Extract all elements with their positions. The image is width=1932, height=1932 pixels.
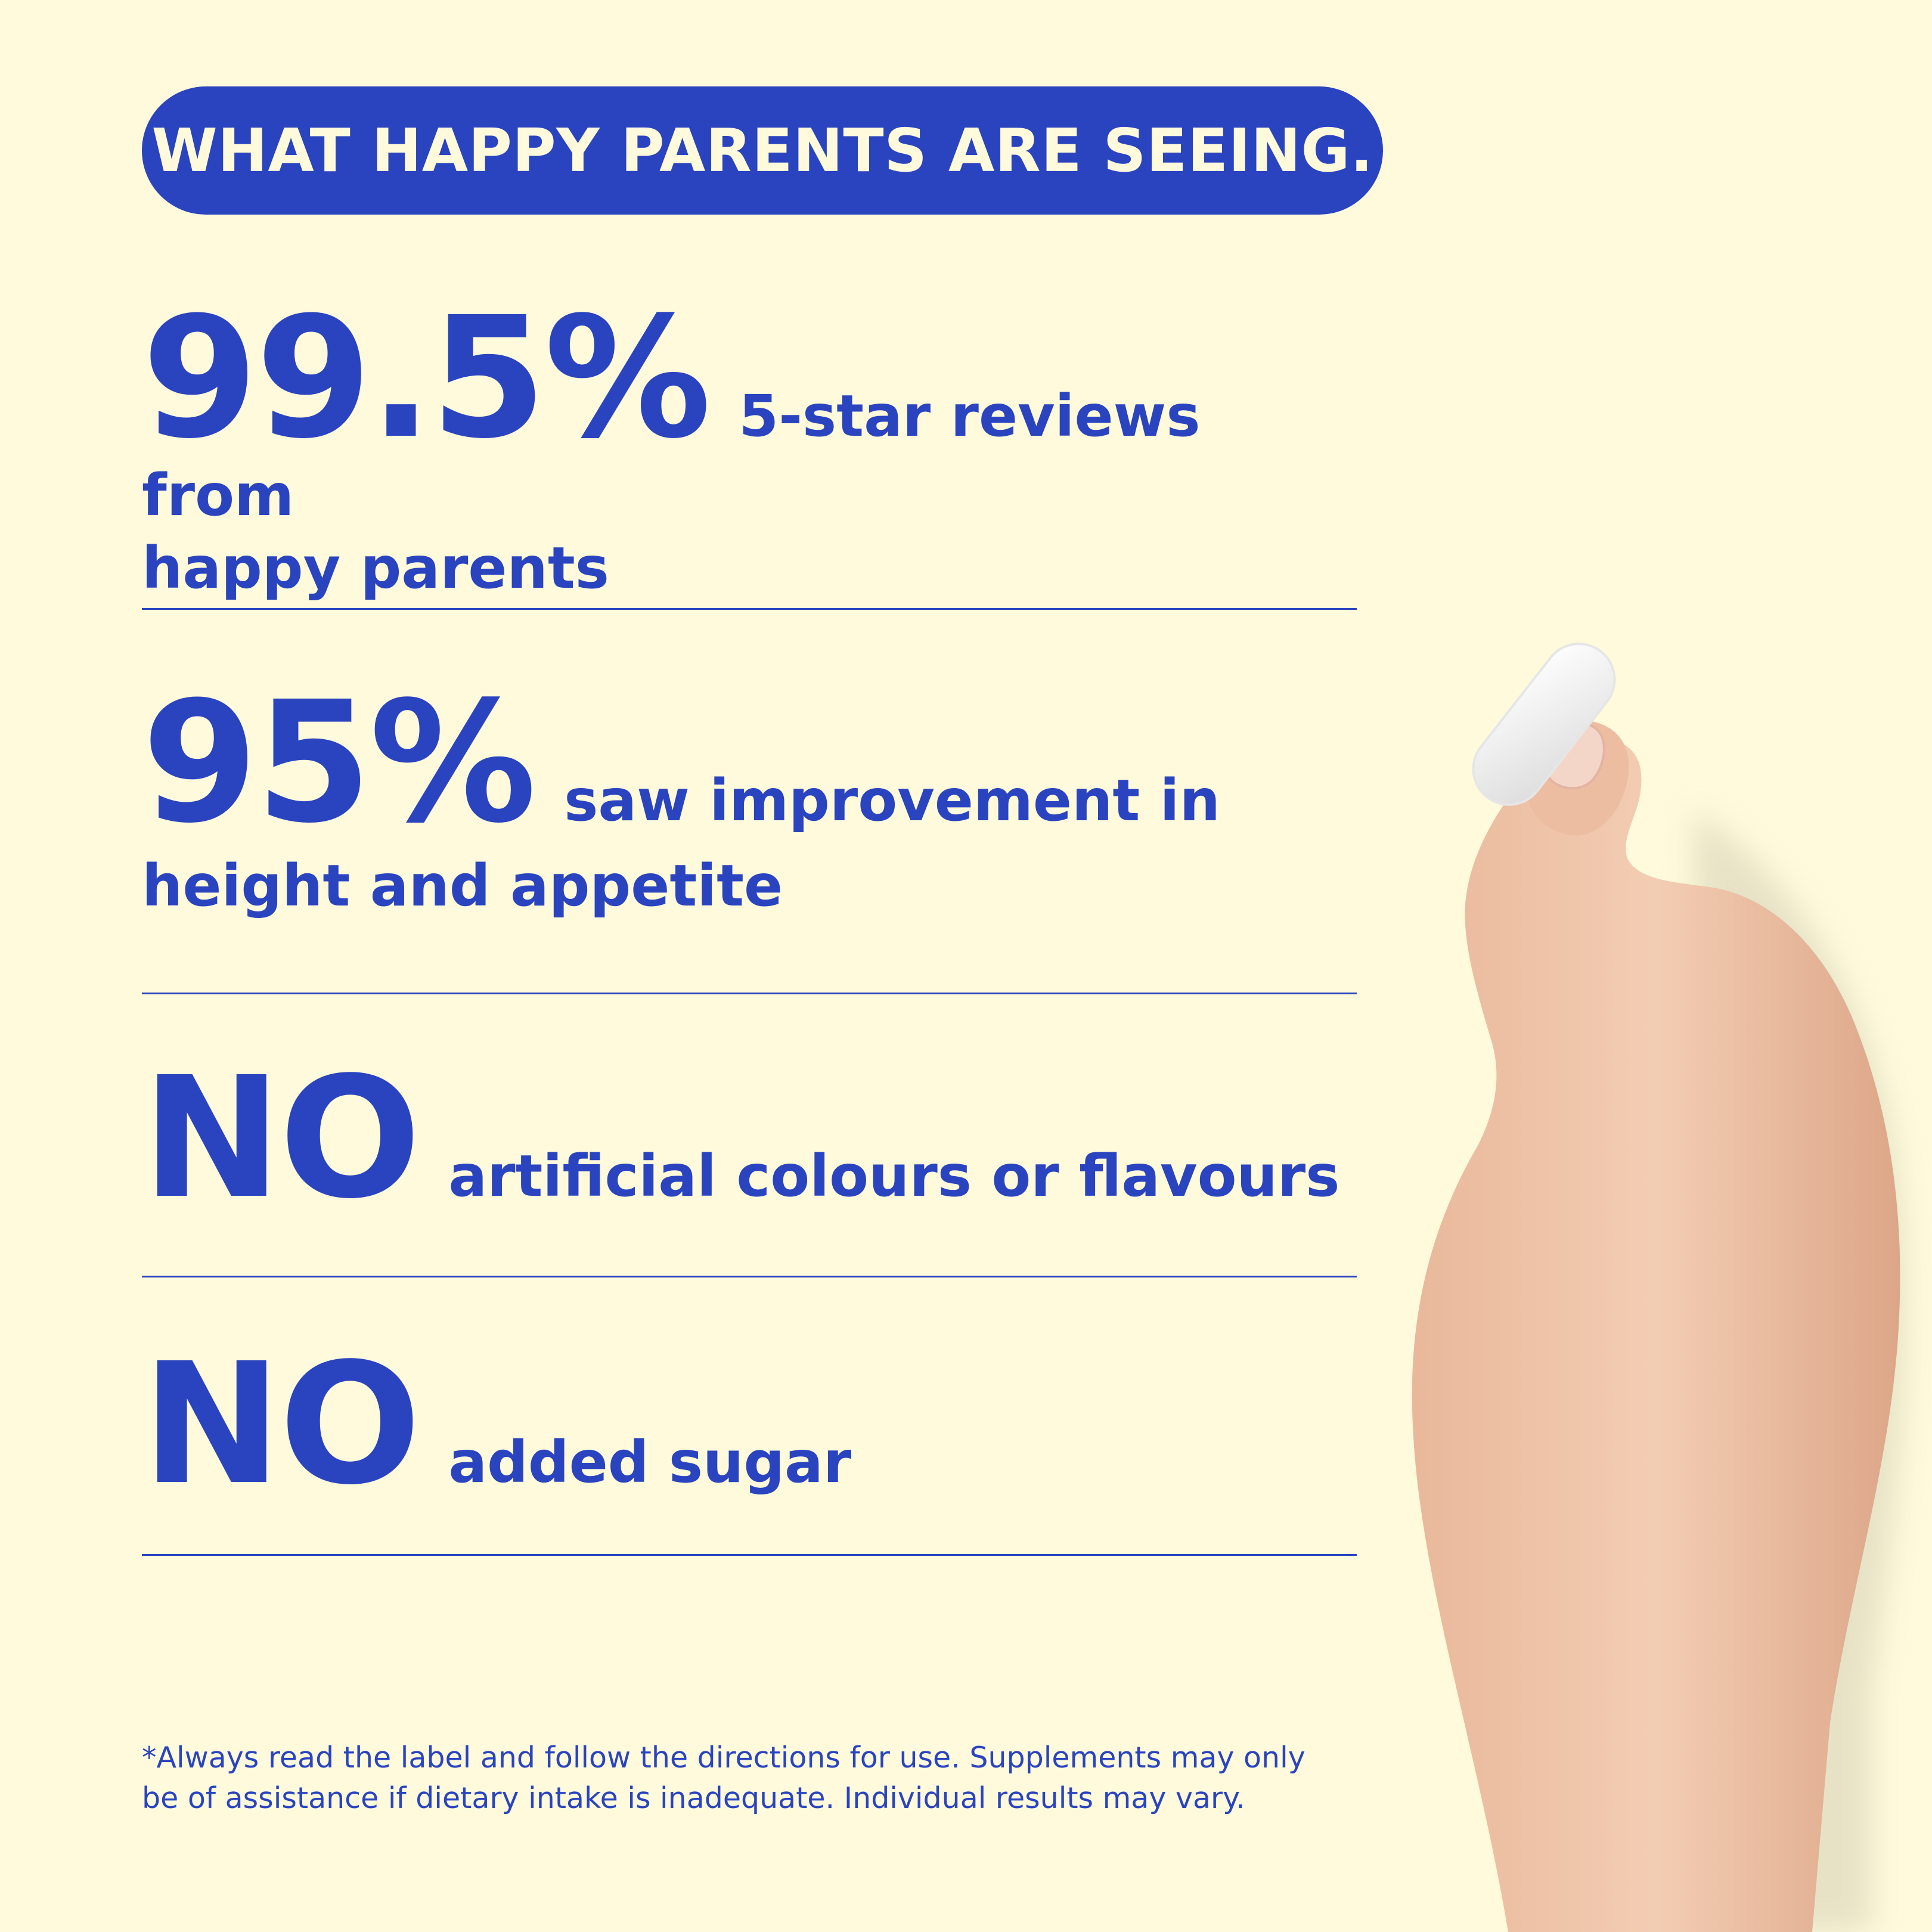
stat-reviews: 99.5% 5-star reviews from happy parents xyxy=(142,295,1358,601)
header-title: WHAT HAPPY PARENTS ARE SEEING. xyxy=(151,116,1373,185)
disclaimer-line: be of assistance if dietary intake is in… xyxy=(142,1781,1245,1815)
stat-label: added sugar xyxy=(448,1429,852,1496)
stat-label: artificial colours or flavours xyxy=(448,1143,1340,1210)
divider xyxy=(142,1276,1357,1277)
disclaimer-line: *Always read the label and follow the di… xyxy=(142,1741,1305,1775)
header-banner: WHAT HAPPY PARENTS ARE SEEING. xyxy=(142,86,1383,215)
stat-no-sugar: NO added sugar xyxy=(142,1341,1358,1508)
stat-value: NO xyxy=(142,1041,421,1236)
divider xyxy=(142,993,1357,994)
stat-label: saw improvement in xyxy=(564,767,1220,834)
disclaimer: *Always read the label and follow the di… xyxy=(142,1738,1358,1819)
stat-label-continued: happy parents xyxy=(142,535,609,601)
divider xyxy=(142,608,1357,610)
stat-improvement: 95% saw improvement in height and appetit… xyxy=(142,680,1358,919)
hand-holding-capsule-image xyxy=(1412,643,1906,1932)
divider xyxy=(142,1554,1357,1556)
stat-value: 95% xyxy=(142,666,537,860)
stat-label-continued: height and appetite xyxy=(142,852,783,919)
stat-no-artificial: NO artificial colours or flavours xyxy=(142,1055,1358,1222)
stat-value: 99.5% xyxy=(142,281,711,476)
stat-value: NO xyxy=(142,1328,421,1522)
stat-label: 5-star reviews from xyxy=(142,383,1201,529)
capsule-icon xyxy=(1472,643,1616,806)
hand-shape xyxy=(1412,737,1900,1932)
